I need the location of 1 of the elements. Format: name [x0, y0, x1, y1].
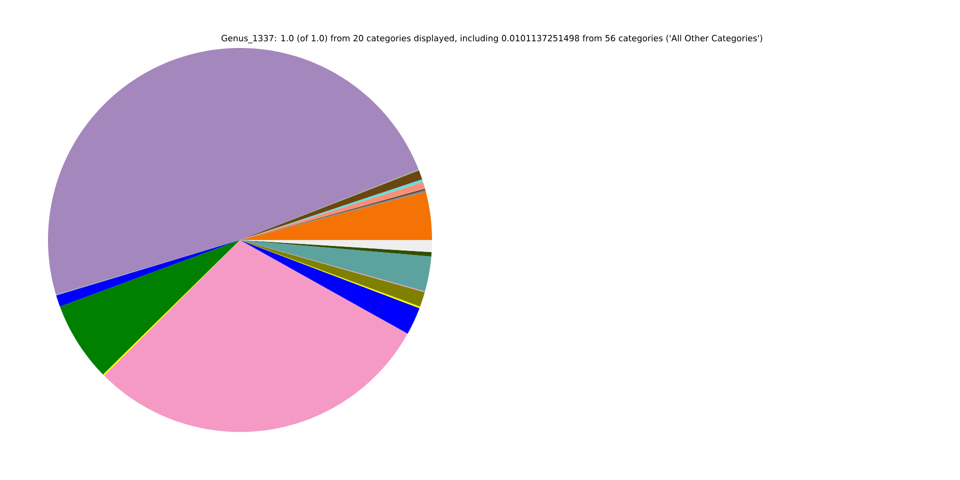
text: Genus_1337: 1.0 (of 1.0) from 20 categories displayed, including 0.0101137251498 from 56 categories ('All Other Categories') [222, 34, 762, 44]
